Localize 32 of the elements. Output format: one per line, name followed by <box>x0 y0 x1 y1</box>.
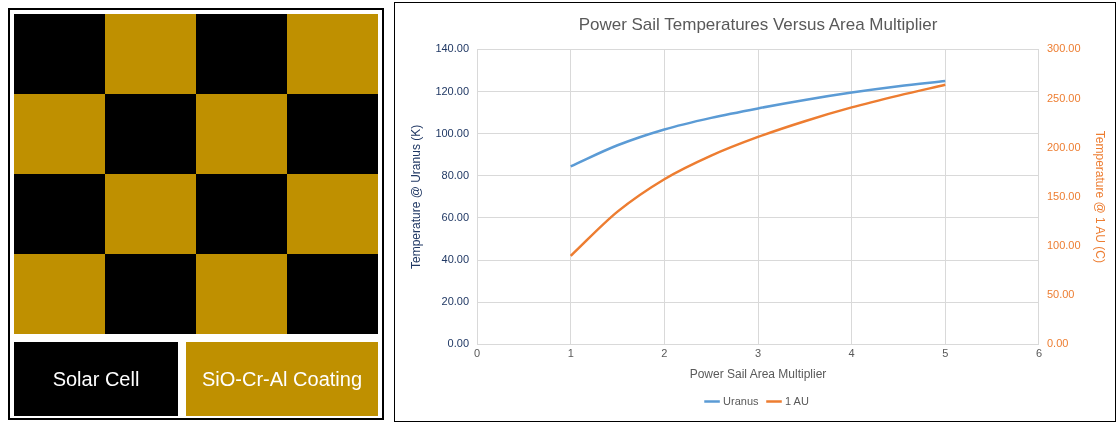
line-series <box>569 83 947 258</box>
y-tick-label: 120.00 <box>435 84 470 97</box>
y-tick-label: 100.00 <box>435 126 470 139</box>
y-tick-label: 0.00 <box>447 337 470 350</box>
y-tick-label: 60.00 <box>441 211 470 223</box>
x-axis-title: Power Sail Area Multiplier <box>689 367 827 382</box>
x-tick-label: 3 <box>754 347 762 360</box>
y2-tick-label: 150.00 <box>1046 189 1081 202</box>
y2-tick-label: 100.00 <box>1046 239 1081 252</box>
chart-title: Power Sail Temperatures Versus Area Multiplier <box>578 14 938 34</box>
x-tick-label: 1 <box>567 347 574 360</box>
line-series <box>569 79 947 168</box>
legend-label: Uranus <box>723 394 759 407</box>
y2-tick-label: 0.00 <box>1046 337 1069 350</box>
legend-label: 1 AU <box>785 394 809 407</box>
y-axis-title: Temperature @ Uranus (K) <box>408 124 423 270</box>
y-tick-label: 80.00 <box>441 168 470 181</box>
y-tick-label: 140.00 <box>435 42 470 55</box>
text: Solar Cell <box>14 342 178 416</box>
x-tick-label: 4 <box>848 347 855 360</box>
text: SiO-Cr-Al Coating <box>186 342 378 416</box>
y-tick-label: 40.00 <box>441 253 470 266</box>
y2-axis-title: Temperature @ 1 AU (C) <box>1093 130 1108 264</box>
x-tick-label: 6 <box>1035 347 1043 360</box>
y2-tick-label: 200.00 <box>1046 140 1081 153</box>
x-tick-label: 2 <box>661 347 668 360</box>
y2-tick-label: 50.00 <box>1046 288 1075 301</box>
x-tick-label: 0 <box>473 347 481 360</box>
y2-tick-label: 300.00 <box>1046 42 1081 55</box>
y-tick-label: 20.00 <box>441 295 470 308</box>
y2-tick-label: 250.00 <box>1046 91 1081 104</box>
x-tick-label: 5 <box>942 347 949 360</box>
